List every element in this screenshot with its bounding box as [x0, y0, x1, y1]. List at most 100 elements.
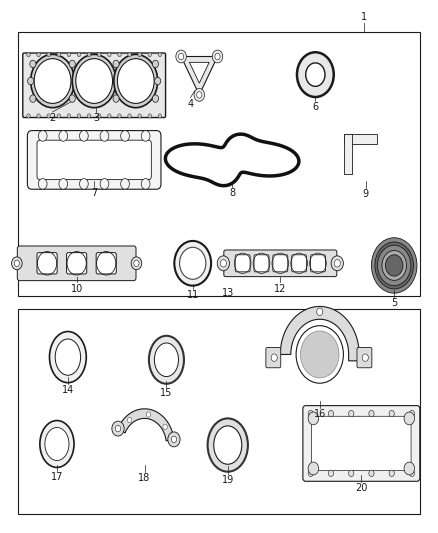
Ellipse shape: [154, 343, 178, 376]
Circle shape: [30, 60, 36, 68]
Circle shape: [331, 256, 343, 271]
Circle shape: [113, 95, 119, 102]
Ellipse shape: [149, 336, 184, 384]
Circle shape: [148, 53, 152, 57]
Text: 17: 17: [51, 472, 63, 482]
Circle shape: [404, 412, 414, 425]
Polygon shape: [189, 62, 209, 83]
Circle shape: [57, 114, 60, 118]
Text: 9: 9: [363, 189, 369, 199]
Circle shape: [297, 52, 334, 97]
Circle shape: [128, 53, 131, 57]
Text: 3: 3: [93, 113, 99, 123]
Text: 7: 7: [91, 188, 97, 198]
Circle shape: [98, 53, 101, 57]
Text: 19: 19: [222, 475, 234, 486]
Circle shape: [334, 260, 340, 267]
Circle shape: [217, 256, 230, 271]
Circle shape: [385, 255, 403, 276]
FancyBboxPatch shape: [17, 246, 136, 280]
FancyBboxPatch shape: [357, 348, 372, 368]
Circle shape: [152, 60, 159, 68]
Circle shape: [69, 60, 75, 68]
FancyBboxPatch shape: [303, 406, 420, 481]
Circle shape: [113, 60, 119, 68]
Circle shape: [369, 410, 374, 417]
Polygon shape: [166, 134, 299, 185]
Circle shape: [369, 470, 374, 477]
Circle shape: [349, 410, 354, 417]
Circle shape: [215, 53, 220, 60]
Ellipse shape: [45, 427, 69, 461]
Text: 1: 1: [360, 12, 367, 22]
Text: 4: 4: [187, 99, 194, 109]
Circle shape: [76, 59, 113, 103]
Circle shape: [77, 114, 81, 118]
Circle shape: [409, 410, 414, 417]
Circle shape: [389, 470, 394, 477]
Circle shape: [138, 53, 141, 57]
Ellipse shape: [40, 421, 74, 467]
Circle shape: [271, 354, 277, 361]
Circle shape: [114, 54, 158, 108]
Circle shape: [409, 470, 414, 477]
Circle shape: [134, 260, 139, 266]
Circle shape: [38, 179, 47, 189]
FancyBboxPatch shape: [311, 416, 411, 471]
Circle shape: [59, 131, 67, 141]
Circle shape: [220, 260, 226, 267]
Circle shape: [308, 412, 318, 425]
Circle shape: [328, 410, 334, 417]
Bar: [18, 309, 420, 514]
Text: 16: 16: [314, 409, 326, 419]
FancyBboxPatch shape: [273, 255, 288, 272]
Ellipse shape: [208, 418, 248, 472]
Circle shape: [389, 410, 394, 417]
Circle shape: [28, 77, 34, 85]
Circle shape: [80, 131, 88, 141]
Circle shape: [404, 462, 414, 475]
Text: 18: 18: [138, 473, 151, 483]
Circle shape: [47, 114, 50, 118]
Circle shape: [174, 241, 211, 286]
Bar: [18, 32, 420, 296]
FancyBboxPatch shape: [37, 253, 57, 274]
Circle shape: [14, 260, 19, 266]
Circle shape: [127, 417, 132, 423]
Circle shape: [80, 179, 88, 189]
Text: 14: 14: [62, 385, 74, 395]
FancyBboxPatch shape: [37, 140, 151, 180]
Circle shape: [27, 53, 30, 57]
Circle shape: [300, 331, 339, 378]
Polygon shape: [181, 56, 218, 95]
Circle shape: [100, 179, 109, 189]
Circle shape: [158, 53, 162, 57]
Circle shape: [155, 77, 161, 85]
FancyBboxPatch shape: [67, 253, 87, 274]
Text: 13: 13: [222, 288, 234, 298]
Circle shape: [141, 179, 150, 189]
Ellipse shape: [49, 332, 86, 383]
Circle shape: [77, 53, 81, 57]
FancyBboxPatch shape: [266, 348, 281, 368]
Text: 5: 5: [391, 298, 397, 309]
Circle shape: [378, 245, 411, 286]
Text: 8: 8: [229, 188, 235, 198]
Text: 20: 20: [355, 483, 367, 493]
Circle shape: [197, 92, 202, 98]
Circle shape: [47, 53, 50, 57]
Circle shape: [146, 412, 151, 417]
Circle shape: [117, 59, 154, 103]
Circle shape: [87, 114, 91, 118]
Circle shape: [72, 54, 116, 108]
Circle shape: [100, 131, 109, 141]
Circle shape: [31, 54, 74, 108]
Circle shape: [168, 432, 180, 447]
Circle shape: [118, 53, 121, 57]
Circle shape: [138, 114, 141, 118]
Circle shape: [37, 53, 40, 57]
Circle shape: [308, 410, 313, 417]
Circle shape: [69, 95, 75, 102]
Circle shape: [152, 95, 159, 102]
Circle shape: [349, 470, 354, 477]
